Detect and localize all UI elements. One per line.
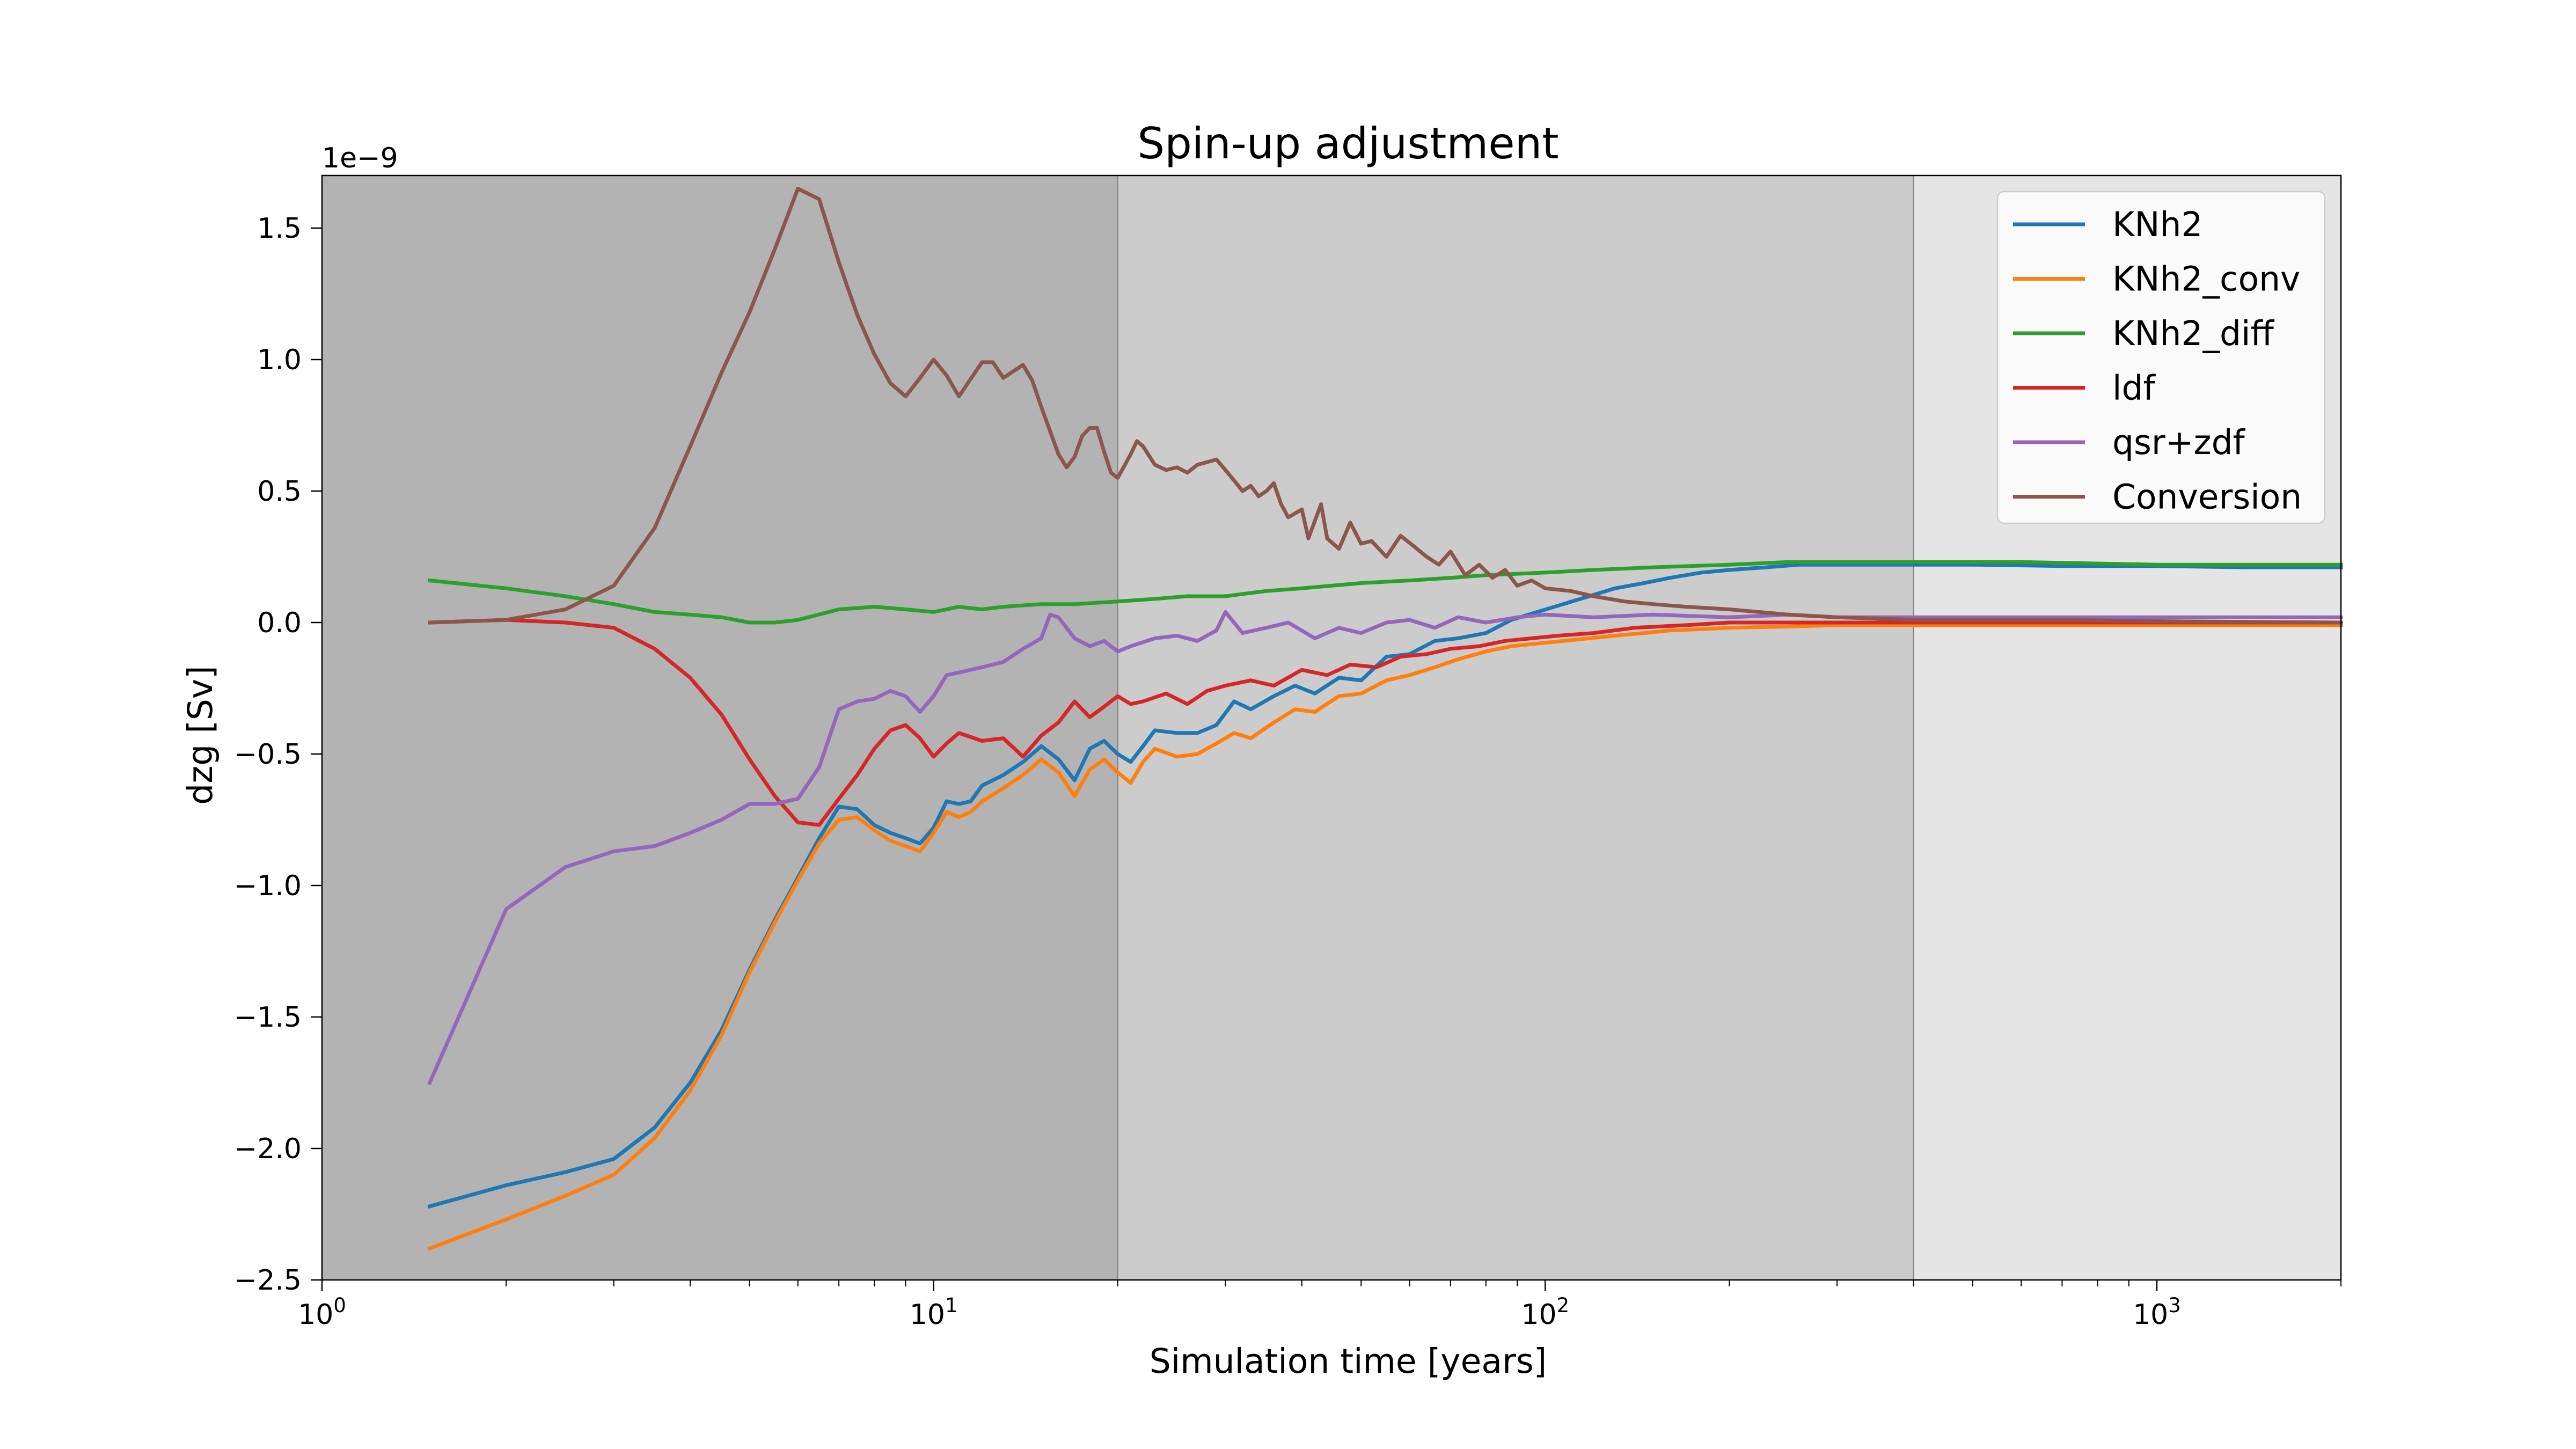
shaded-region-2 [1117,175,1914,1280]
x-tick-label: 101 [910,1294,958,1331]
y-tick-label: −1.0 [234,870,302,902]
x-tick-label: 103 [2133,1294,2181,1331]
y-tick-label: 1.0 [257,344,302,376]
x-axis-ticks: 100 101 102 103 [298,1280,2341,1331]
y-tick-label: −1.5 [234,1001,302,1034]
y-tick-label: −2.0 [234,1133,302,1165]
legend-label-knh2: KNh2 [2112,205,2202,244]
y-tick-label: −0.5 [234,738,302,771]
shaded-region-1 [322,175,1118,1280]
plot-series [427,187,2343,1251]
y-tick-label: −2.5 [234,1264,302,1297]
legend-label-qsr-zdf: qsr+zdf [2112,423,2246,462]
series-line-knh2 [427,562,2343,1209]
series-line-knh2-diff [427,560,2343,625]
legend-label-knh2-diff: KNh2_diff [2112,314,2274,353]
y-axis-ticks: −2.5 −2.0 −1.5 −1.0 −0.5 0.0 0.5 1.0 1.5 [234,213,322,1297]
y-tick-label: 0.0 [257,607,302,639]
x-axis-label: Simulation time [years] [1150,1342,1547,1381]
y-tick-label: 1.5 [257,213,302,245]
axes-frame [321,174,2342,1281]
legend-label-ldf: ldf [2112,369,2156,408]
legend-label-knh2-conv: KNh2_conv [2112,260,2300,299]
chart-title: Spin-up adjustment [1137,119,1558,169]
x-tick-label: 100 [298,1294,346,1331]
series-line-qsr-zdf [427,610,2343,1086]
legend-label-conversion: Conversion [2112,478,2302,517]
series-line-ldf [428,618,2343,827]
x-tick-label: 102 [1521,1294,1569,1331]
series-line-conversion [428,187,2343,625]
y-tick-label: 0.5 [257,475,302,508]
shaded-regions [322,175,2341,1280]
series-line-knh2-conv [427,623,2343,1251]
y-axis-label: dzg [Sv] [181,665,220,805]
y-axis-offset-text: 1e−9 [322,142,398,174]
